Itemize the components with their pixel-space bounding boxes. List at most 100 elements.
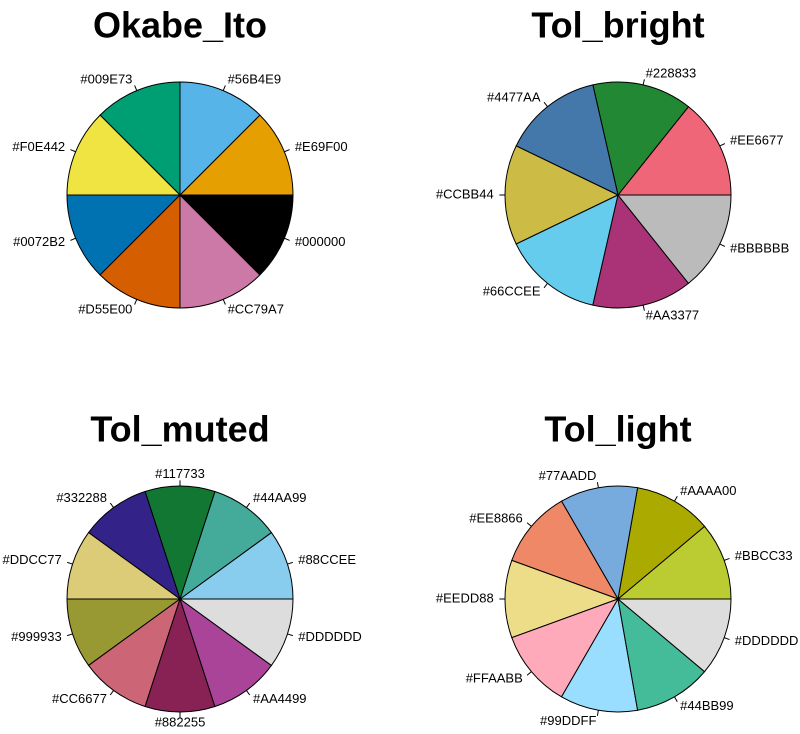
- slice-label: #CCBB44: [436, 186, 494, 201]
- pie-slice: [560, 485, 639, 601]
- pie-slice: [178, 194, 294, 276]
- slice-label-tick: [674, 495, 678, 502]
- slice-label: #882255: [155, 715, 206, 730]
- slice-label-tick: [724, 557, 730, 561]
- slice-label-tick: [67, 633, 73, 637]
- pie-slice: [560, 597, 639, 713]
- slice-label: #228833: [646, 65, 697, 80]
- pie-slice: [178, 114, 294, 196]
- pie-slice: [179, 597, 273, 708]
- pie-slice: [616, 105, 732, 196]
- slice-label: #AA4499: [253, 691, 307, 706]
- pie-slice: [66, 531, 182, 600]
- slice-label: #44BB99: [680, 698, 734, 713]
- pie-slice: [66, 194, 182, 276]
- slice-label-tick: [70, 149, 76, 153]
- slice-label-tick: [642, 79, 645, 85]
- pie-slice: [178, 531, 294, 600]
- pie-slice: [99, 193, 181, 309]
- slice-label-tick: [724, 637, 730, 641]
- slice-label: #CC6677: [52, 691, 107, 706]
- pie-slice: [87, 490, 181, 601]
- slice-label-tick: [284, 237, 290, 241]
- pie-slice: [616, 525, 732, 600]
- slice-label: #DDDDDD: [298, 629, 362, 644]
- slice-label: #66CCEE: [483, 284, 541, 299]
- slice-label-tick: [246, 690, 251, 696]
- pie-slice: [511, 598, 620, 698]
- slice-label: #E69F00: [295, 139, 348, 154]
- slice-label: #BBCC33: [735, 548, 793, 563]
- pie-slice: [144, 485, 216, 601]
- pie-slice: [99, 81, 181, 197]
- pie-slice: [592, 193, 690, 309]
- slice-label-tick: [543, 101, 548, 107]
- pie-slice: [144, 597, 216, 713]
- slice-label-tick: [543, 283, 548, 289]
- slice-label-tick: [134, 85, 138, 91]
- slice-label-tick: [642, 305, 645, 311]
- pie-slice: [592, 81, 690, 197]
- slice-label-tick: [596, 710, 599, 716]
- pie-slice: [511, 500, 620, 600]
- slice-label: #D55E00: [78, 301, 132, 316]
- slice-label: #999933: [11, 629, 62, 644]
- slice-label-tick: [70, 237, 76, 241]
- pie-slice: [66, 114, 182, 196]
- slice-label-tick: [246, 502, 251, 508]
- slice-label-tick: [719, 243, 726, 247]
- slice-label: #56B4E9: [228, 72, 282, 87]
- slice-label: #117733: [155, 466, 205, 481]
- chart-title: Tol_bright: [531, 5, 704, 46]
- slice-label-tick: [526, 671, 532, 676]
- slice-label: #FFAABB: [466, 670, 523, 685]
- slice-label-tick: [109, 502, 114, 508]
- slice-label: #009E73: [80, 72, 132, 87]
- slice-label: #4477AA: [487, 89, 541, 104]
- slice-label: #88CCEE: [298, 552, 356, 567]
- slice-label: #EE8866: [469, 511, 523, 526]
- pie-slice: [87, 597, 181, 708]
- slice-label: #44AA99: [253, 490, 307, 505]
- slice-label-tick: [67, 561, 73, 565]
- slice-label: #CC79A7: [228, 301, 284, 316]
- slice-label: #332288: [56, 490, 107, 505]
- slice-label-tick: [674, 696, 678, 702]
- slice-label-tick: [596, 482, 599, 488]
- slice-label-tick: [109, 690, 114, 696]
- chart-title: Tol_muted: [90, 409, 269, 450]
- pie-slice: [179, 81, 261, 197]
- slice-label: #DDCC77: [3, 552, 62, 567]
- pie-slice: [178, 598, 294, 667]
- pie-slice: [616, 194, 732, 285]
- slice-label-tick: [222, 85, 226, 91]
- slice-label: #000000: [295, 234, 346, 249]
- pie-panel: Tol_muted #88CCEE #44AA99 #117733 #332288 #DD…: [3, 409, 362, 730]
- slice-label-tick: [284, 149, 290, 153]
- slice-label: #77AADD: [539, 468, 597, 483]
- pie-panel: Okabe_Ito #E69F00 #56B4E9 #009E73 #F0E442 #00…: [12, 5, 347, 317]
- pie-slice: [66, 598, 182, 667]
- slice-label: #F0E442: [12, 139, 65, 154]
- slice-label: #99DDFF: [540, 713, 596, 728]
- slice-label-tick: [719, 143, 726, 147]
- pie-panel: Tol_light #BBCC33 #AAAA00 #77AADD #EE8866 #EE…: [436, 409, 798, 728]
- slice-label: #AAAA00: [680, 483, 736, 498]
- slice-label: #EE6677: [730, 133, 784, 148]
- pie-slice: [179, 193, 261, 309]
- slice-label-tick: [287, 633, 293, 637]
- chart-title: Tol_light: [544, 409, 691, 450]
- slice-label: #DDDDDD: [735, 633, 799, 648]
- pie-slice: [617, 487, 706, 601]
- slice-label: #BBBBBB: [730, 240, 789, 255]
- slice-label: #EEDD88: [436, 590, 494, 605]
- slice-label: #AA3377: [646, 308, 700, 323]
- slice-label-tick: [287, 561, 293, 565]
- pie-slice: [617, 597, 706, 711]
- pie-slice: [179, 490, 273, 601]
- pie-slice: [616, 598, 732, 673]
- slice-label-tick: [526, 522, 532, 527]
- pie-slice: [504, 559, 620, 639]
- pie-panel: Tol_bright #EE6677 #228833 #4477AA #CCBB44 #6…: [436, 5, 789, 323]
